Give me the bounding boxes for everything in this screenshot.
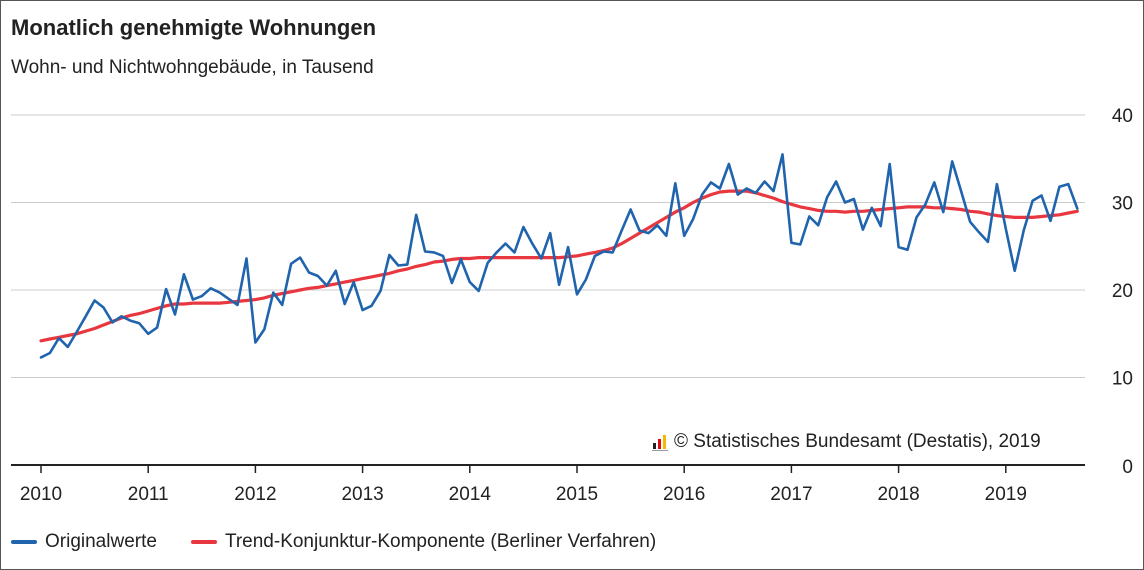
y-tick-label: 10 <box>1112 369 1133 390</box>
y-tick-label: 30 <box>1112 194 1133 215</box>
x-axis <box>11 464 1085 473</box>
chart-title: Monatlich genehmigte Wohnungen <box>11 15 377 40</box>
y-tick-label: 0 <box>1122 457 1133 478</box>
x-tick-label: 2017 <box>770 484 812 505</box>
x-tick-label: 2011 <box>128 484 169 505</box>
destatis-logo-icon <box>652 433 668 451</box>
copyright-text: © Statistisches Bundesamt (Destatis), 20… <box>674 431 1041 452</box>
legend-label-original: Originalwerte <box>45 531 157 552</box>
legend-swatch-original <box>11 540 37 544</box>
legend: Originalwerte Trend-Konjunktur-Komponent… <box>11 531 690 553</box>
x-tick-label: 2016 <box>663 484 705 505</box>
legend-swatch-trend <box>190 540 217 544</box>
x-tick-label: 2015 <box>556 484 598 505</box>
x-tick-label: 2014 <box>449 484 492 505</box>
y-axis-labels: 0 10 20 30 40 <box>1112 106 1133 478</box>
original-series-line <box>39 153 1079 359</box>
x-tick-label: 2018 <box>877 484 919 505</box>
x-tick-label: 2019 <box>985 484 1027 505</box>
series-lines <box>39 153 1079 359</box>
legend-item-trend: Trend-Konjunktur-Komponente (Berliner Ve… <box>190 531 657 553</box>
legend-label-trend: Trend-Konjunktur-Komponente (Berliner Ve… <box>224 531 657 552</box>
x-tick-label: 2013 <box>341 484 383 505</box>
x-tick-label: 2010 <box>20 484 62 505</box>
trend-series-line <box>39 189 1079 343</box>
x-axis-labels: 2010 2011 2012 2013 2014 2015 2016 2017 2018 2019 <box>20 484 1027 505</box>
y-tick-label: 40 <box>1112 106 1133 127</box>
y-tick-label: 20 <box>1112 281 1133 302</box>
gridlines <box>11 114 1085 378</box>
chart-subtitle: Wohn- und Nichtwohngebäude, in Tausend <box>11 57 374 78</box>
copyright-note: © Statistisches Bundesamt (Destatis), 20… <box>652 431 1041 453</box>
x-tick-label: 2012 <box>234 484 276 505</box>
legend-item-original: Originalwerte <box>11 531 157 553</box>
